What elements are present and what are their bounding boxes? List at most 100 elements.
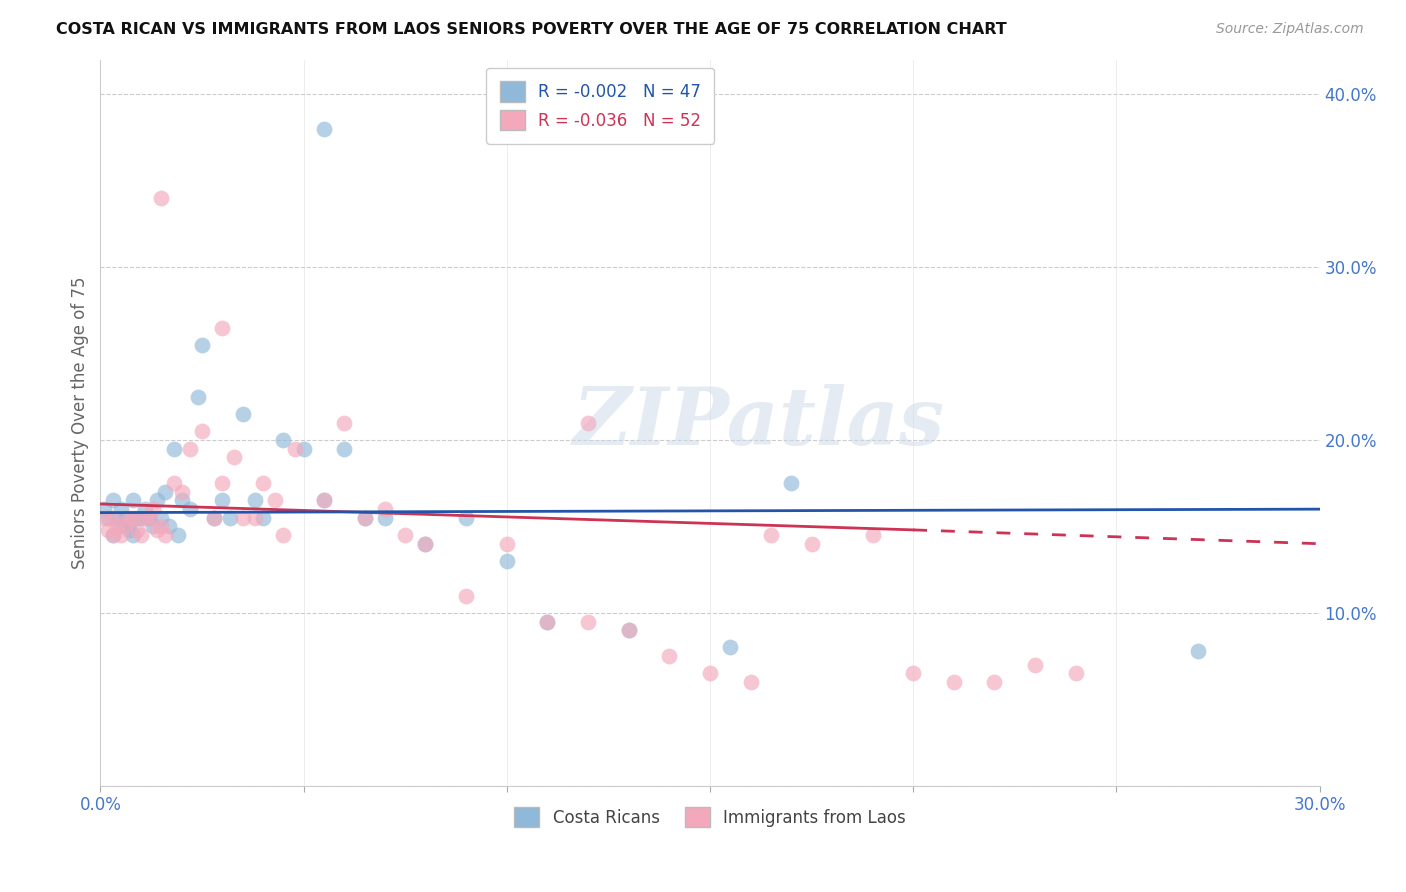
Point	[333, 442, 356, 456]
Point	[162, 442, 184, 456]
Point	[942, 675, 965, 690]
Point	[495, 554, 517, 568]
Point	[179, 442, 201, 456]
Point	[114, 519, 136, 533]
Point	[800, 537, 823, 551]
Point	[415, 537, 437, 551]
Text: ZIPatlas: ZIPatlas	[572, 384, 945, 461]
Point	[118, 510, 141, 524]
Point	[780, 476, 803, 491]
Point	[901, 666, 924, 681]
Point	[146, 493, 169, 508]
Point	[374, 502, 396, 516]
Point	[292, 442, 315, 456]
Point	[243, 510, 266, 524]
Point	[101, 493, 124, 508]
Point	[312, 493, 335, 508]
Point	[179, 502, 201, 516]
Point	[191, 338, 214, 352]
Point	[125, 523, 148, 537]
Point	[1064, 666, 1087, 681]
Point	[191, 425, 214, 439]
Point	[202, 510, 225, 524]
Point	[146, 523, 169, 537]
Point	[495, 537, 517, 551]
Point	[93, 510, 115, 524]
Point	[162, 476, 184, 491]
Point	[97, 510, 120, 524]
Point	[138, 510, 160, 524]
Point	[211, 493, 233, 508]
Point	[170, 493, 193, 508]
Point	[353, 510, 375, 524]
Point	[1187, 644, 1209, 658]
Point	[617, 623, 640, 637]
Point	[211, 320, 233, 334]
Point	[759, 528, 782, 542]
Point	[333, 416, 356, 430]
Point	[232, 510, 254, 524]
Point	[252, 476, 274, 491]
Point	[134, 510, 156, 524]
Point	[211, 476, 233, 491]
Point	[202, 510, 225, 524]
Point	[118, 523, 141, 537]
Point	[170, 484, 193, 499]
Point	[101, 510, 124, 524]
Point	[740, 675, 762, 690]
Point	[110, 528, 132, 542]
Point	[121, 528, 143, 542]
Point	[97, 523, 120, 537]
Point	[243, 493, 266, 508]
Point	[155, 528, 177, 542]
Point	[121, 493, 143, 508]
Legend: Costa Ricans, Immigrants from Laos: Costa Ricans, Immigrants from Laos	[506, 798, 914, 836]
Point	[155, 484, 177, 499]
Point	[1024, 657, 1046, 672]
Point	[105, 519, 128, 533]
Point	[101, 528, 124, 542]
Text: Source: ZipAtlas.com: Source: ZipAtlas.com	[1216, 22, 1364, 37]
Point	[219, 510, 242, 524]
Point	[353, 510, 375, 524]
Point	[658, 649, 681, 664]
Point	[312, 493, 335, 508]
Point	[264, 493, 287, 508]
Y-axis label: Seniors Poverty Over the Age of 75: Seniors Poverty Over the Age of 75	[72, 277, 89, 569]
Point	[114, 510, 136, 524]
Point	[129, 528, 152, 542]
Point	[150, 510, 173, 524]
Point	[456, 510, 478, 524]
Point	[187, 390, 209, 404]
Point	[110, 502, 132, 516]
Point	[232, 407, 254, 421]
Point	[576, 615, 599, 629]
Point	[138, 510, 160, 524]
Point	[374, 510, 396, 524]
Point	[576, 416, 599, 430]
Point	[617, 623, 640, 637]
Point	[129, 510, 152, 524]
Point	[456, 589, 478, 603]
Point	[166, 528, 188, 542]
Point	[150, 519, 173, 533]
Point	[105, 510, 128, 524]
Point	[983, 675, 1005, 690]
Point	[271, 528, 294, 542]
Point	[536, 615, 558, 629]
Point	[718, 640, 741, 655]
Text: COSTA RICAN VS IMMIGRANTS FROM LAOS SENIORS POVERTY OVER THE AGE OF 75 CORRELATI: COSTA RICAN VS IMMIGRANTS FROM LAOS SENI…	[56, 22, 1007, 37]
Point	[110, 519, 132, 533]
Point	[142, 519, 165, 533]
Point	[415, 537, 437, 551]
Point	[93, 502, 115, 516]
Point	[536, 615, 558, 629]
Point	[159, 519, 181, 533]
Point	[312, 121, 335, 136]
Point	[101, 528, 124, 542]
Point	[271, 433, 294, 447]
Point	[394, 528, 416, 542]
Point	[134, 502, 156, 516]
Point	[284, 442, 307, 456]
Point	[150, 191, 173, 205]
